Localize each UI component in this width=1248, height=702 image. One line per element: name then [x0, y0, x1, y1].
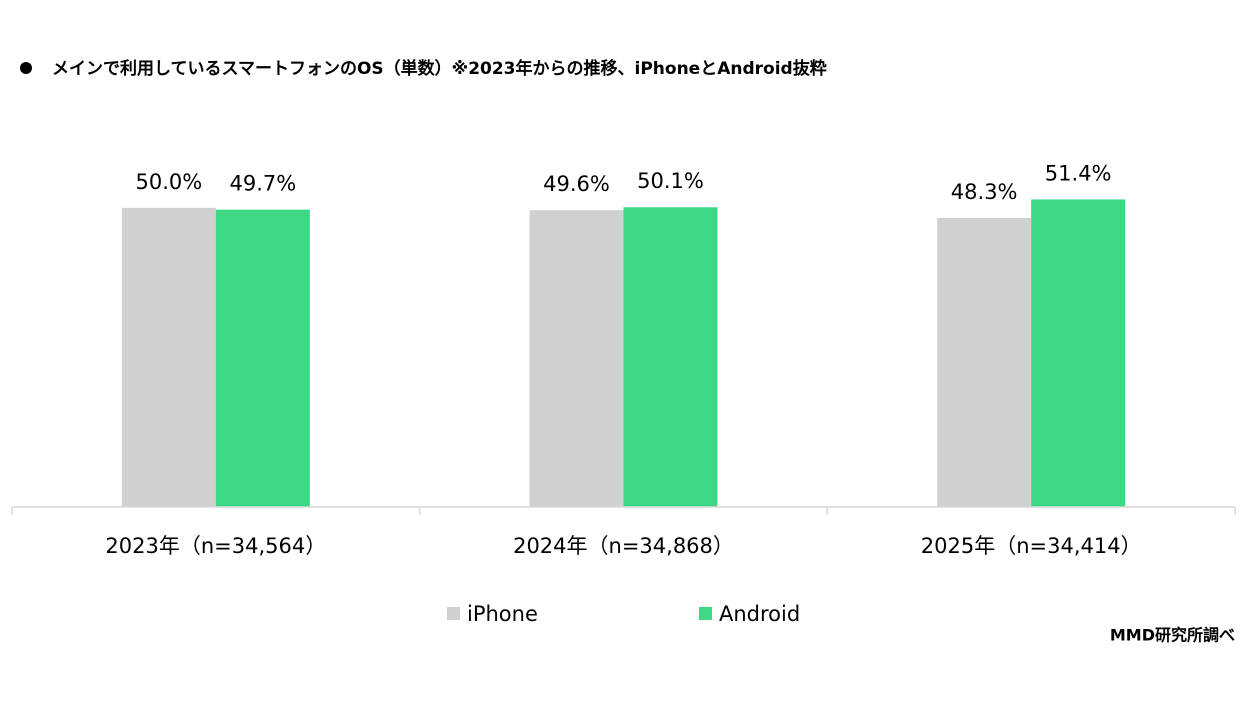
source-note: MMD研究所調べ: [1110, 626, 1235, 645]
x-tick-label: 2023年（n=34,564）: [105, 534, 326, 558]
legend-swatch: [447, 607, 460, 620]
data-label: 48.3%: [951, 180, 1018, 204]
data-label: 50.1%: [637, 169, 704, 193]
legend-label: iPhone: [467, 602, 538, 626]
bar: [215, 209, 310, 507]
legend-swatch: [699, 607, 712, 620]
data-label: 51.4%: [1045, 161, 1112, 185]
bar: [623, 207, 718, 508]
x-tick-label: 2025年（n=34,414）: [921, 534, 1142, 558]
bar: [1031, 199, 1126, 507]
chart-title: メインで利用しているスマートフォンのOS（単数）※2023年からの推移、iPho…: [52, 58, 827, 79]
data-label: 49.6%: [543, 172, 610, 196]
bar: [121, 207, 216, 508]
bar: [529, 210, 624, 507]
legend-label: Android: [719, 602, 800, 626]
data-label: 50.0%: [135, 170, 202, 194]
bar: [937, 218, 1032, 507]
x-tick-label: 2024年（n=34,868）: [513, 534, 734, 558]
title-bullet: [20, 62, 32, 74]
data-label: 49.7%: [229, 172, 296, 196]
